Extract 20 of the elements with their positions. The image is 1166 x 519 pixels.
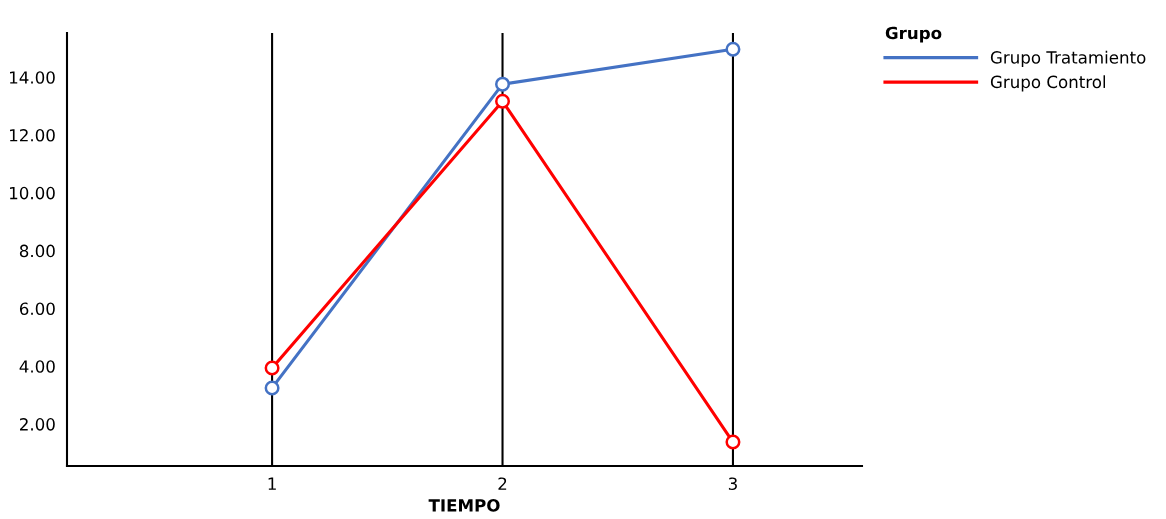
text: Grupo Tratamiento xyxy=(990,50,1146,67)
y-tick-label: 12.00 xyxy=(10,129,55,142)
x-axis-title: TIEMPO xyxy=(428,499,500,512)
point xyxy=(725,41,741,57)
text: Grupo Control xyxy=(990,75,1106,92)
y-tick-label: 10.00 xyxy=(10,186,55,200)
y-tick-label: 4.00 xyxy=(19,360,55,373)
y-tick-label: 6.00 xyxy=(19,302,55,316)
y-tick-label: 8.00 xyxy=(19,244,55,258)
point xyxy=(264,380,280,396)
point xyxy=(264,360,280,376)
legend-title: Grupo xyxy=(885,26,942,43)
x-tick-label: 1 xyxy=(268,477,276,490)
y-tick-label: 14.00 xyxy=(10,71,55,84)
x-tick-label: 2 xyxy=(498,477,507,490)
x-tick-label: 3 xyxy=(728,477,737,491)
point xyxy=(495,93,511,109)
point xyxy=(725,434,741,450)
y-tick-label: 2.00 xyxy=(20,418,55,431)
point xyxy=(495,76,511,92)
